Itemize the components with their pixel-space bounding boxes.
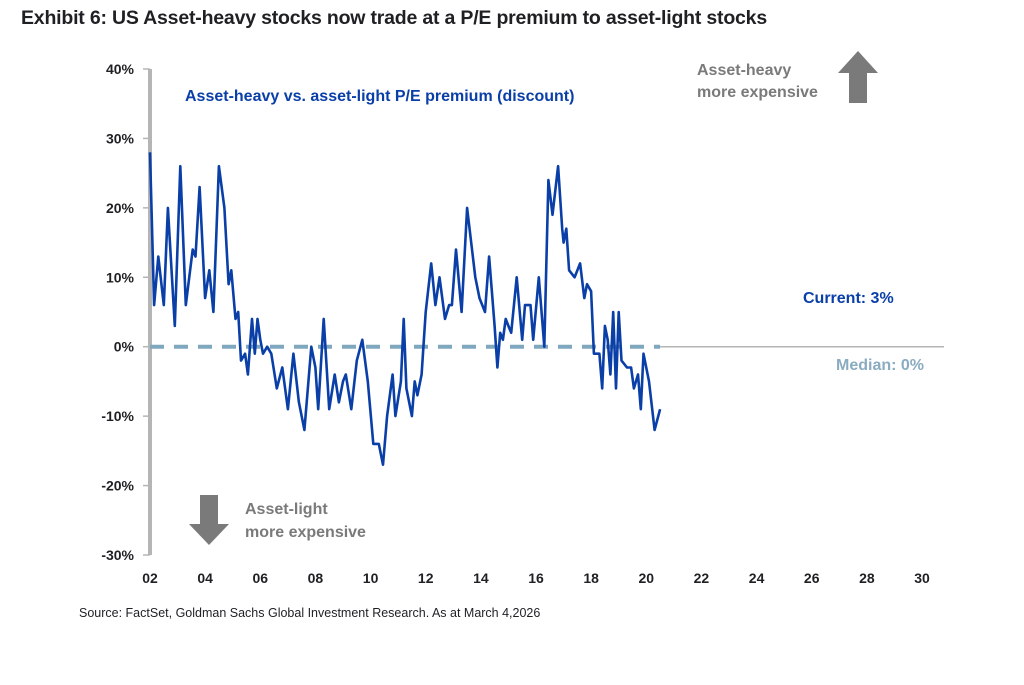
- x-tick-label: 24: [749, 570, 765, 586]
- y-tick-label: 40%: [106, 61, 135, 77]
- x-tick-label: 12: [418, 570, 434, 586]
- y-tick-label: -20%: [101, 478, 134, 494]
- x-tick-label: 14: [473, 570, 489, 586]
- x-tick-label: 30: [914, 570, 930, 586]
- y-tick-label: 30%: [106, 130, 135, 146]
- x-tick-label: 18: [583, 570, 599, 586]
- down-annotation-line2: more expensive: [245, 524, 366, 541]
- source-note: Source: FactSet, Goldman Sachs Global In…: [79, 606, 541, 620]
- series-line: [148, 152, 662, 466]
- current-value-label: Current: 3%: [803, 290, 894, 307]
- down-annotation-line1: Asset-light: [245, 501, 328, 518]
- x-tick-label: 26: [804, 570, 820, 586]
- chart-title: Exhibit 6: US Asset-heavy stocks now tra…: [21, 7, 767, 29]
- up-annotation-line1: Asset-heavy: [697, 62, 791, 79]
- y-tick-label: 10%: [106, 269, 135, 285]
- up-annotation-line2: more expensive: [697, 84, 818, 101]
- x-tick-label: 06: [252, 570, 268, 586]
- x-tick-label: 02: [142, 570, 158, 586]
- x-tick-label: 04: [197, 570, 213, 586]
- y-tick-label: 20%: [106, 200, 135, 216]
- y-axis: -30% -20% -10% 0% 10% 20% 30% 40%: [101, 61, 152, 563]
- median-label: Median: 0%: [836, 357, 924, 374]
- down-arrow-icon: [189, 495, 229, 545]
- x-tick-label: 28: [859, 570, 875, 586]
- x-tick-label: 22: [694, 570, 710, 586]
- y-tick-label: 0%: [114, 339, 135, 355]
- x-axis: 02 04 06 08 10 12 14 16 18 20 22 24 26 28 30: [142, 570, 930, 586]
- x-tick-label: 20: [638, 570, 654, 586]
- y-tick-label: -30%: [101, 547, 134, 563]
- series-group: [148, 152, 662, 466]
- series-label: Asset-heavy vs. asset-light P/E premium …: [185, 88, 574, 105]
- x-tick-label: 16: [528, 570, 544, 586]
- x-tick-label: 08: [308, 570, 324, 586]
- y-tick-label: -10%: [101, 408, 134, 424]
- x-tick-label: 10: [363, 570, 379, 586]
- up-arrow-icon: [838, 51, 878, 103]
